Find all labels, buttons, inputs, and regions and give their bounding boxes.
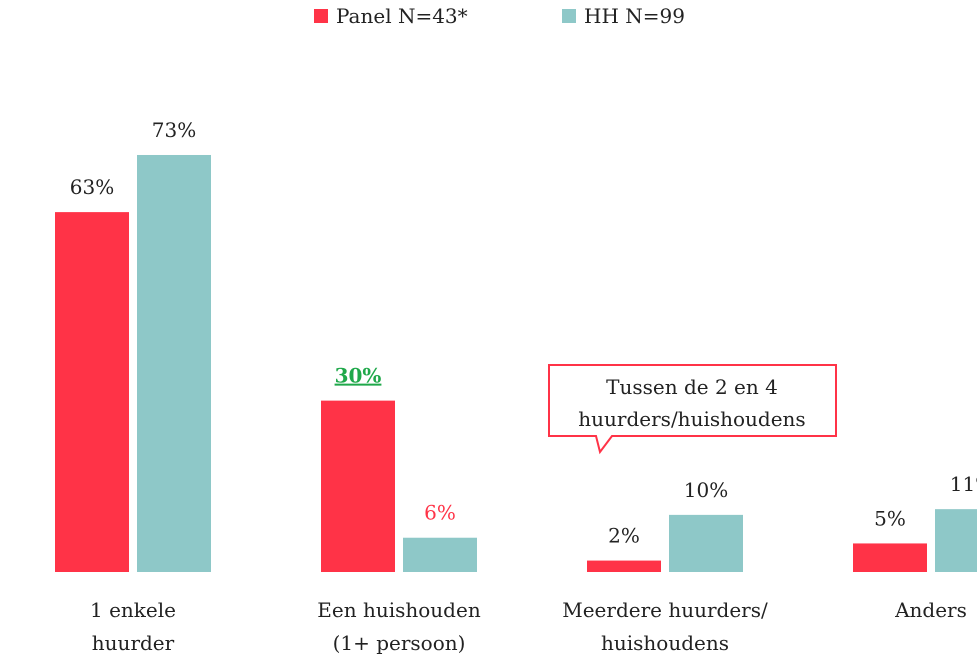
bar — [403, 537, 477, 572]
value-label: 2% — [608, 524, 640, 548]
x-tick-label: Anders — [894, 598, 967, 622]
legend-label: Panel N=43* — [336, 4, 468, 28]
x-tick-label: 1 enkele huurder — [90, 598, 176, 655]
value-label: 30% — [335, 364, 382, 388]
bar — [321, 400, 395, 572]
legend-label: HH N=99 — [584, 4, 685, 28]
value-label: 63% — [70, 175, 114, 199]
bar — [935, 509, 977, 572]
value-label: 6% — [424, 501, 456, 525]
x-tick-label: Een huishouden (1+ persoon) — [317, 598, 481, 655]
value-label: 5% — [874, 506, 906, 530]
bar — [55, 212, 129, 573]
value-label: 73% — [152, 118, 196, 142]
bar — [669, 514, 743, 572]
bar — [587, 560, 661, 572]
value-label: 10% — [684, 478, 728, 502]
bar — [853, 543, 927, 572]
legend-swatch — [562, 9, 576, 23]
callout-box — [548, 364, 837, 455]
legend-swatch — [314, 9, 328, 23]
annotation: Tussen de 2 en 4 huurders/huishoudens — [578, 375, 805, 431]
x-tick-label: Meerdere huurders/huishoudens — [562, 598, 768, 655]
value-label: 11% — [950, 472, 977, 496]
bar — [137, 154, 211, 573]
